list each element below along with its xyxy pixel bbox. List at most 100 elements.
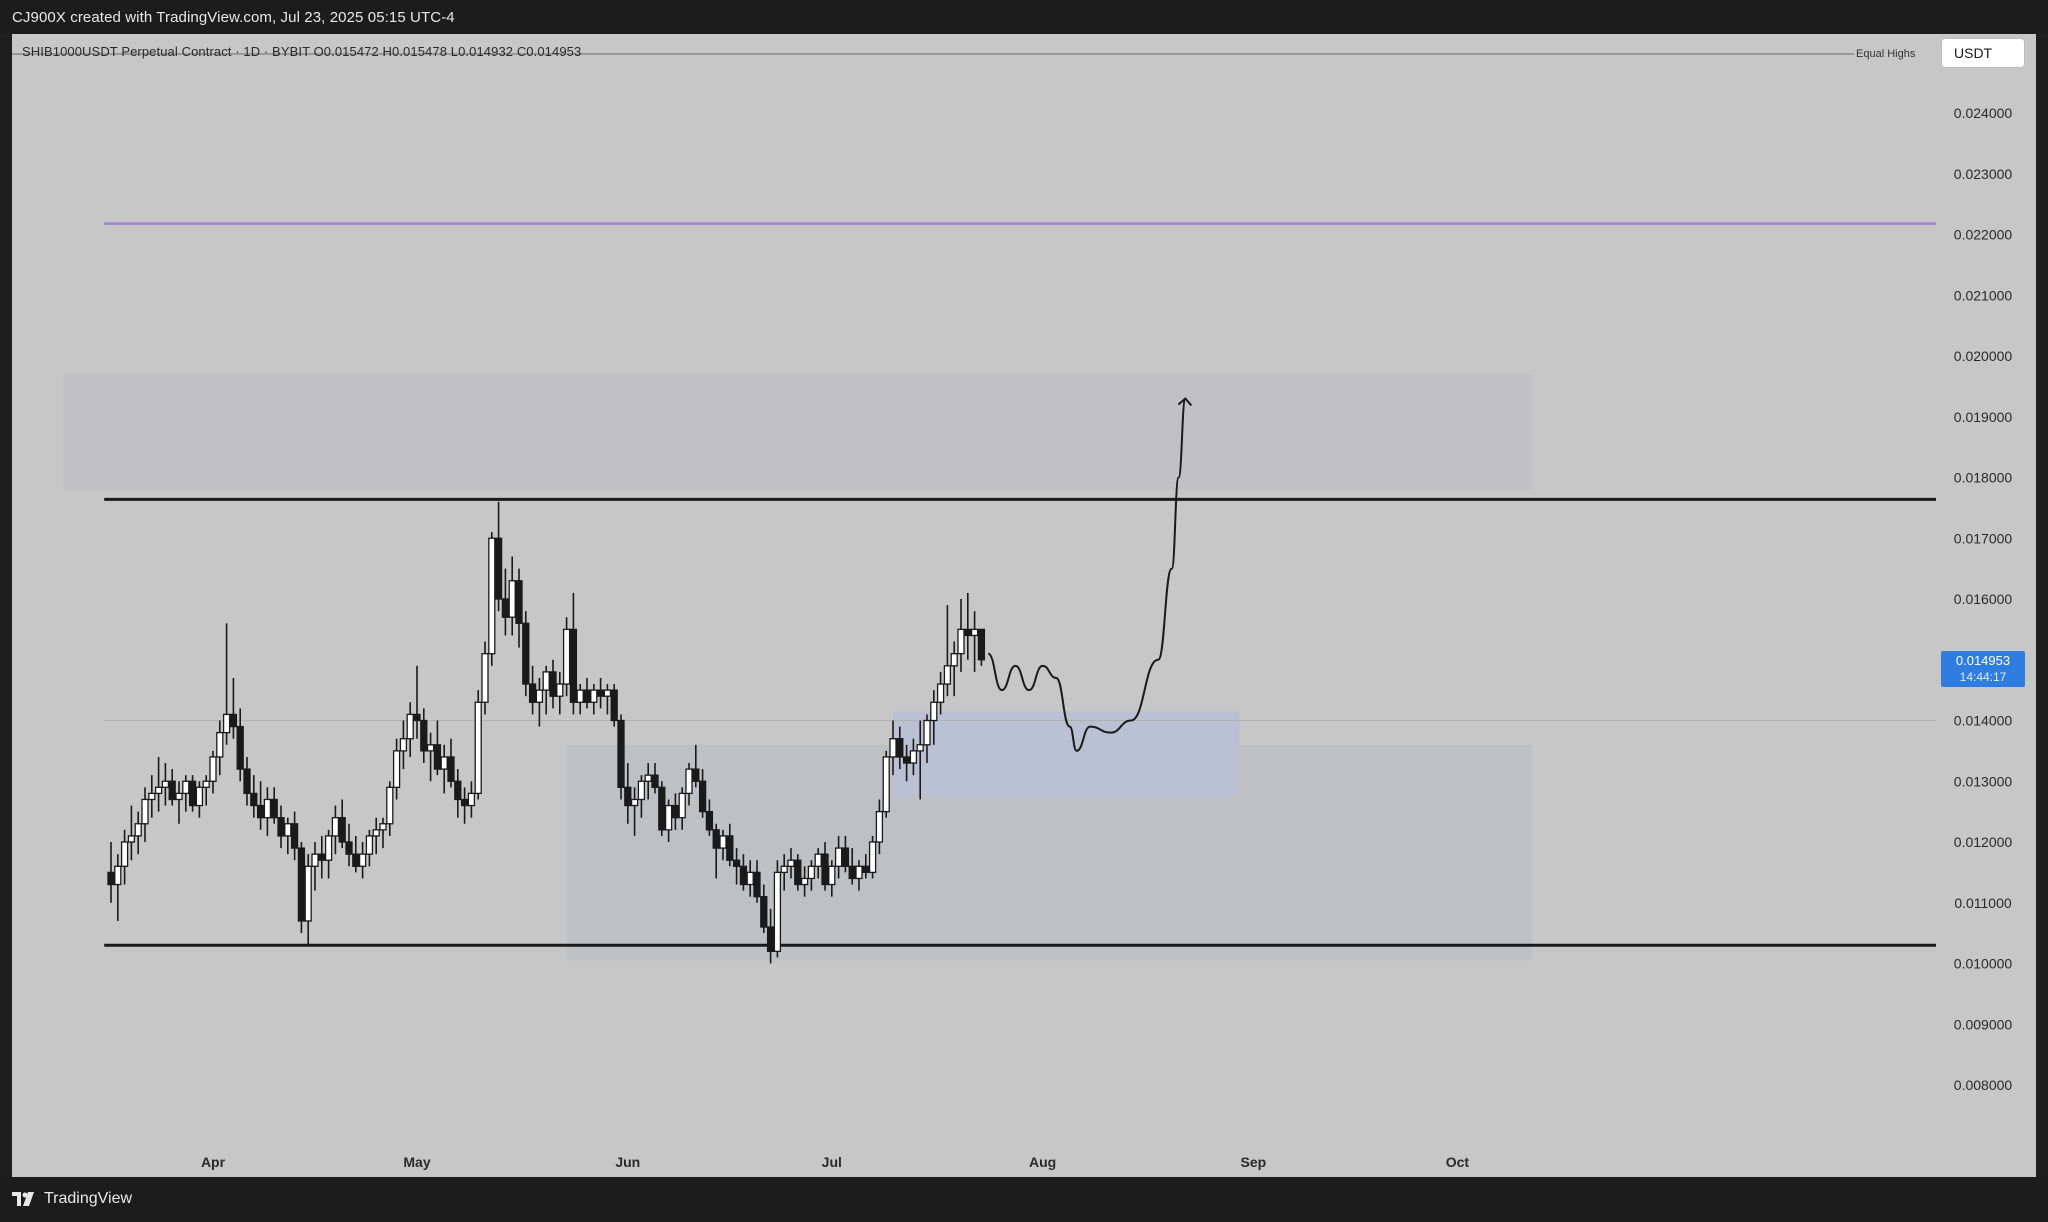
candle-down [596,689,605,697]
candle-up [175,792,183,801]
candle-up [202,780,210,788]
candle-down [902,756,911,764]
candle-up [331,817,340,837]
candle-down [569,628,578,703]
candle-up [746,871,754,886]
projection-path [987,397,1187,752]
candle-down [705,810,714,831]
candle-up [936,683,945,703]
candle-down [433,744,442,770]
candle-up [685,768,693,795]
supply-zone [63,374,1533,490]
candle-down [270,798,278,819]
y-tick-label: 0.014000 [1954,713,2013,729]
candle-up [807,865,816,880]
currency-selector[interactable]: USDT [1942,39,2024,67]
last-price-badge: 0.014953 14:44:17 [1941,651,2025,687]
candle-down [188,780,197,807]
candle-up [386,786,394,825]
candle-up [406,713,414,740]
candle-down [454,780,462,801]
candle-up [957,628,965,655]
candle-down [420,719,428,752]
candle-down [460,798,469,807]
candle-up [590,689,598,703]
candle-up [481,653,489,703]
candle-up [970,628,979,637]
candle-down [964,628,972,637]
candle-up [324,835,333,861]
candle-up [923,719,931,746]
candle-up [426,744,435,752]
candle-up [773,871,782,952]
candle-down [345,841,353,855]
candle-down [841,847,850,867]
candle-up [392,750,401,788]
candle-down [515,580,523,624]
symbol-ohlc-legend: SHIB1000USDT Perpetual Contract · 1D · B… [22,44,582,59]
y-tick-label: 0.008000 [1954,1077,2013,1093]
candle-down [821,853,829,886]
candle-down [522,622,530,685]
y-tick-label: 0.018000 [1954,470,2013,486]
candle-up [358,853,367,867]
candle-down [671,804,680,819]
candle-down [732,859,741,867]
candle-up [263,798,272,819]
y-tick-label: 0.021000 [1954,287,2013,303]
candle-up [535,689,544,703]
candle-up [868,841,877,874]
equal-highs-label: Equal Highs [1856,48,1916,60]
y-tick-label: 0.024000 [1954,105,2013,121]
candle-down [658,786,666,831]
candle-up [508,580,516,618]
candle-down [501,598,510,618]
candle-down [229,713,238,728]
y-tick-label: 0.010000 [1954,956,2013,972]
candle-up [800,877,809,886]
candle-up [114,865,122,886]
candle-up [882,756,890,813]
tradingview-brand[interactable]: TradingView [12,1190,132,1208]
candle-up [209,756,217,782]
candle-down [297,847,306,922]
candle-down [236,725,244,770]
candle-up [889,738,897,758]
x-tick-label: May [403,1154,430,1170]
candle-up [828,865,836,886]
y-tick-label: 0.011000 [1954,895,2012,911]
candle-up [379,823,387,831]
y-tick-label: 0.016000 [1954,591,2013,607]
candle-down [447,756,455,782]
candle-down [494,537,503,600]
brand-label: TradingView [44,1190,133,1207]
candle-up [637,780,646,801]
candle-up [216,732,224,758]
candle-down [624,786,632,807]
chart-area[interactable]: 0.024000 0.023000 0.022000 0.021000 0.020000… [12,34,2036,1177]
y-tick-label: 0.022000 [1954,227,2013,243]
x-tick-label: Jul [822,1154,842,1170]
projection-arrowhead [1177,397,1193,407]
candle-down [549,671,557,697]
top-bar: CJ900X created with TradingView.com, Jul… [0,0,2048,34]
x-tick-label: Sep [1241,1154,1267,1170]
candle-up [542,671,550,691]
candle-up [440,756,448,770]
x-tick-label: Jun [615,1154,640,1170]
candle-down [583,689,591,703]
bottom-bar: TradingView [0,1177,2048,1222]
candle-down [617,719,625,788]
candle-down [610,689,618,722]
candle-up [930,701,938,722]
candlestick-chart[interactable]: 0.024000 0.023000 0.022000 0.021000 0.020000… [12,34,2036,1177]
candle-down [862,865,870,874]
candle-down [977,628,986,661]
y-tick-label: 0.023000 [1954,166,2013,182]
candle-down [739,865,748,886]
candle-up [556,683,564,697]
candle-up [195,786,204,807]
candle-countdown: 14:44:17 [1959,670,2007,684]
candle-down [766,926,775,952]
candle-up [134,823,142,837]
